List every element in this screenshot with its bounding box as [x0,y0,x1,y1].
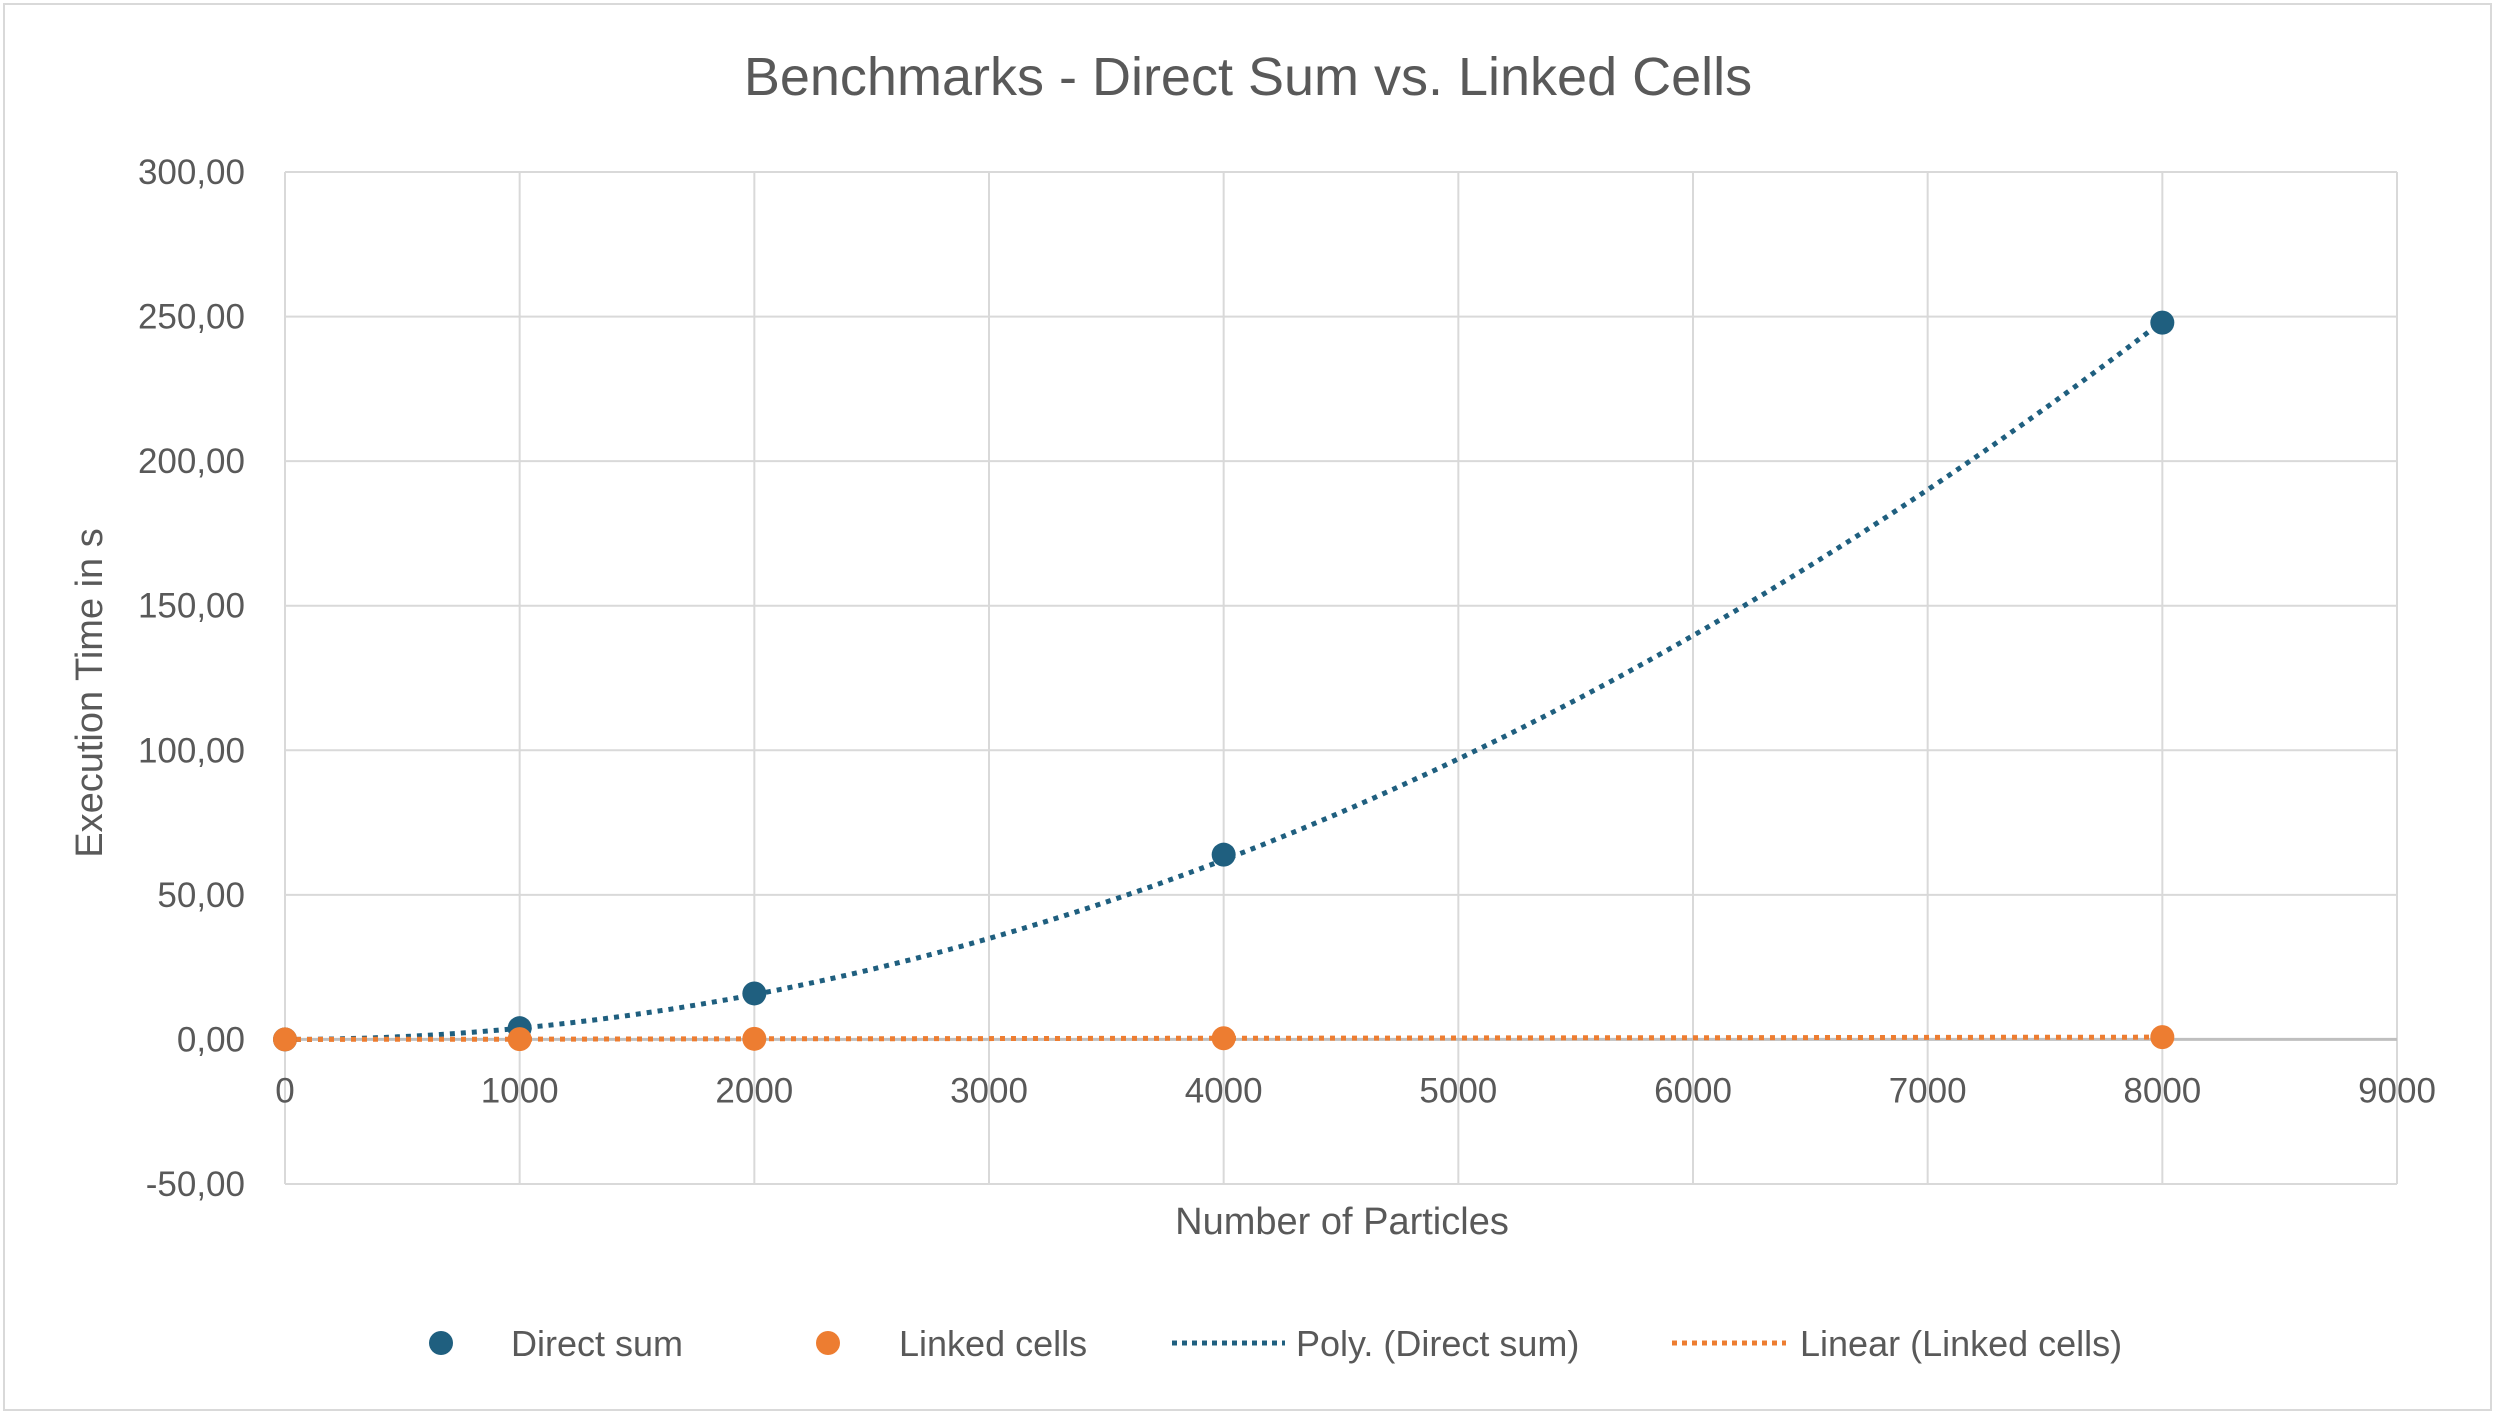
legend-marker-linked-cells [816,1331,840,1355]
direct-sum-point [742,981,767,1006]
y-tick-label: 100,00 [138,731,245,770]
x-tick-label: 2000 [715,1071,793,1110]
y-tick-labels: -50,00 0,00 50,00 100,00 150,00 200,00 250,00 3… [138,153,245,1204]
linked-cells-point [2150,1025,2175,1050]
legend-label-direct-sum: Direct sum [511,1323,683,1364]
x-tick-label: 7000 [1889,1071,1967,1110]
y-tick-label: 250,00 [138,298,245,337]
chart-title: Benchmarks - Direct Sum vs. Linked Cells [744,47,1752,107]
x-tick-label: 0 [275,1071,294,1110]
x-tick-label: 6000 [1654,1071,1732,1110]
x-tick-label: 3000 [950,1071,1028,1110]
y-tick-label: -50,00 [146,1165,245,1204]
x-tick-label: 4000 [1185,1071,1263,1110]
y-tick-label: 200,00 [138,442,245,481]
x-tick-label: 8000 [2123,1071,2201,1110]
legend-label-linear-linked-cells: Linear (Linked cells) [1800,1323,2122,1364]
linked-cells-point [1211,1026,1236,1051]
y-tick-label: 0,00 [177,1020,245,1059]
linked-cells-point [507,1027,532,1052]
legend-label-poly-direct-sum: Poly. (Direct sum) [1296,1323,1579,1364]
data-points [273,310,2175,1052]
grid [284,171,2398,1185]
linked-cells-point [273,1027,297,1052]
legend-label-linked-cells: Linked cells [899,1323,1087,1364]
x-axis-title: Number of Particles [1175,1201,1509,1243]
chart-frame [3,3,2492,1411]
linked-cells-point [742,1026,767,1051]
direct-sum-point [2150,310,2175,335]
y-tick-label: 300,00 [138,153,245,192]
x-tick-label: 1000 [481,1071,559,1110]
legend-marker-direct-sum [429,1331,453,1355]
legend: Direct sum Linked cells Poly. (Direct su… [429,1323,2122,1364]
direct-sum-point [1211,842,1236,867]
x-tick-labels: 0 1000 2000 3000 4000 5000 6000 7000 8000 9000 [275,1071,2436,1110]
x-tick-label: 9000 [2358,1071,2436,1110]
y-tick-label: 150,00 [138,587,245,626]
y-tick-label: 50,00 [157,876,245,915]
y-axis-title: Execution Time in s [69,528,111,857]
x-tick-label: 5000 [1419,1071,1497,1110]
